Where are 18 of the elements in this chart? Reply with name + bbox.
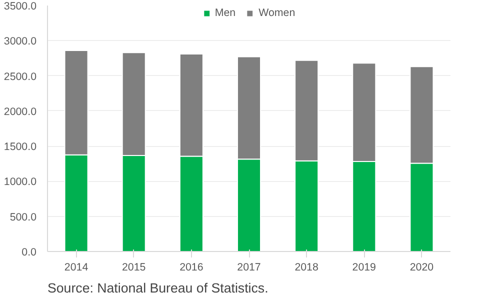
source-note: Source: National Bureau of Statistics.	[48, 280, 268, 296]
x-tick-label: 2017	[237, 262, 261, 274]
y-tick-label: 1000.0	[4, 176, 37, 188]
legend-label: Women	[258, 7, 296, 19]
y-tick-label: 3500.0	[4, 0, 37, 12]
y-tick-label: 1500.0	[4, 141, 37, 154]
x-tick-label: 2016	[180, 262, 204, 274]
x-tick-label: 2015	[122, 262, 146, 274]
y-tick-label: 2500.0	[4, 70, 37, 83]
x-tick-label: 2018	[294, 262, 318, 274]
y-tick-label: 500.0	[10, 211, 37, 224]
y-tick-label: 2000.0	[4, 106, 37, 118]
y-tick-label: 0.0	[22, 246, 37, 258]
legend-label: Men	[214, 7, 236, 19]
x-tick-label: 2019	[352, 262, 376, 274]
x-tick-label: 2014	[64, 262, 88, 274]
x-tick-label: 2020	[410, 262, 434, 274]
y-tick-label: 3000.0	[4, 36, 37, 48]
